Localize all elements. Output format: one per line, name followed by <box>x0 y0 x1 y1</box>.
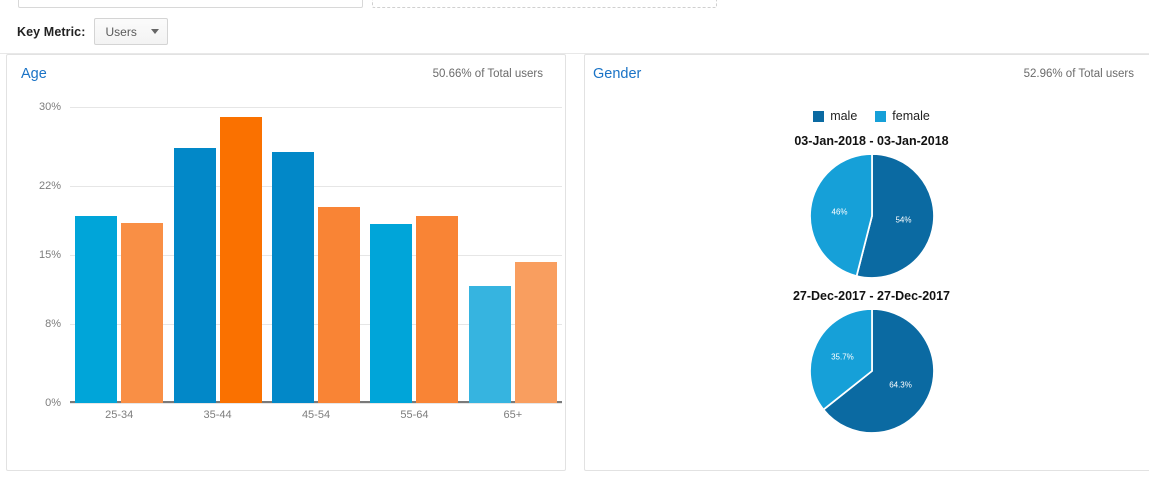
y-axis-tick-label: 15% <box>38 249 61 261</box>
x-axis-tick-label: 55-64 <box>400 409 429 421</box>
bar-group: 45-54 <box>267 107 365 421</box>
gridline <box>70 403 562 404</box>
date-range-control-clipped[interactable] <box>18 0 363 8</box>
legend-label: female <box>892 109 930 123</box>
bar-group: 55-64 <box>365 107 463 421</box>
age-card-title[interactable]: Age <box>21 66 47 82</box>
y-axis-tick-label: 8% <box>45 318 61 331</box>
pie-wrap: 64.3% 35.7% <box>585 308 1149 434</box>
pie-slice-label: 46% <box>831 207 848 217</box>
pie-slice-label: 35.7% <box>831 352 854 362</box>
gender-card-header: Gender 52.96% of Total users <box>585 55 1149 93</box>
clipped-controls-strip <box>0 0 1149 10</box>
age-card-header: Age 50.66% of Total users <box>7 55 565 93</box>
bar[interactable] <box>173 148 216 403</box>
pie-wrap: 54% 46% <box>585 153 1149 279</box>
pie-slice[interactable] <box>821 308 935 434</box>
bar[interactable] <box>219 116 262 403</box>
legend-swatch <box>813 110 825 122</box>
gender-card-title[interactable]: Gender <box>593 66 642 82</box>
bar[interactable] <box>121 223 164 403</box>
bar-group: 35-44 <box>168 107 266 421</box>
y-axis-tick-label: 22% <box>38 179 61 192</box>
key-metric-toolbar: Key Metric: Users <box>0 10 1149 54</box>
gender-chart-area: male female 03-Jan-2018 - 03-Jan-2018 54% 4… <box>585 93 1149 472</box>
pie-title: 03-Jan-2018 - 03-Jan-2018 <box>794 134 949 148</box>
bar-group: 65+ <box>464 107 562 421</box>
age-total-users-note: 50.66% of Total users <box>432 68 543 80</box>
legend-item[interactable]: female <box>875 109 930 123</box>
key-metric-label: Key Metric: <box>17 24 86 39</box>
legend-item[interactable]: male <box>813 109 857 123</box>
gender-card: Gender 52.96% of Total users male female … <box>584 54 1149 471</box>
pie-slice[interactable] <box>808 153 873 278</box>
bar[interactable] <box>416 215 459 403</box>
age-card: Age 50.66% of Total users 30% 22% 15% 8% 0% 2… <box>6 54 566 471</box>
pie-slice-label: 64.3% <box>889 380 912 390</box>
pie-chart: 64.3% 35.7% <box>808 308 935 434</box>
bar[interactable] <box>318 206 361 403</box>
gender-pie-current-period: 03-Jan-2018 - 03-Jan-2018 54% 46% <box>585 134 1149 279</box>
pie-slice[interactable] <box>855 153 935 279</box>
bar-group: 25-34 <box>70 107 168 421</box>
comparison-range-control-clipped[interactable] <box>372 0 717 8</box>
gridline <box>70 324 562 326</box>
bar[interactable] <box>75 215 118 403</box>
age-bar-chart-plot: 30% 22% 15% 8% 0% 25-34 35-44 45-54 55-64 65+ <box>39 101 562 421</box>
x-axis-tick-label: 45-54 <box>301 409 331 421</box>
bar-groups: 25-34 35-44 45-54 55-64 65+ <box>70 107 562 421</box>
y-axis-tick-label: 0% <box>45 397 61 409</box>
gridline <box>70 107 562 108</box>
bar[interactable] <box>370 224 413 403</box>
x-axis-tick-label: 25-34 <box>105 409 134 421</box>
pie-slice-label: 54% <box>895 215 912 225</box>
key-metric-select[interactable]: Users <box>94 18 168 45</box>
legend-label: male <box>830 109 858 123</box>
age-chart-area: 30% 22% 15% 8% 0% 25-34 35-44 45-54 55-64 65+ <box>7 93 565 472</box>
gender-legend: male female <box>585 109 1149 123</box>
gridline <box>70 255 562 256</box>
pie-title: 27-Dec-2017 - 27-Dec-2017 <box>792 289 951 303</box>
bar[interactable] <box>272 152 315 403</box>
x-axis-tick-label: 35-44 <box>203 409 232 421</box>
y-axis-tick-label: 30% <box>38 101 61 113</box>
pie-slice[interactable] <box>808 308 873 411</box>
gender-pie-previous-period: 27-Dec-2017 - 27-Dec-2017 64.3% 35.7% <box>585 289 1149 434</box>
legend-swatch <box>875 110 887 122</box>
x-axis-baseline <box>70 401 562 403</box>
chevron-down-icon <box>150 29 159 34</box>
x-axis-tick-label: 65+ <box>503 409 523 421</box>
key-metric-select-value: Users <box>105 24 137 39</box>
gridline <box>70 185 562 187</box>
bar[interactable] <box>514 261 557 403</box>
pie-chart: 54% 46% <box>808 153 935 279</box>
bar[interactable] <box>468 285 511 403</box>
gender-total-users-note: 52.96% of Total users <box>1023 68 1134 80</box>
